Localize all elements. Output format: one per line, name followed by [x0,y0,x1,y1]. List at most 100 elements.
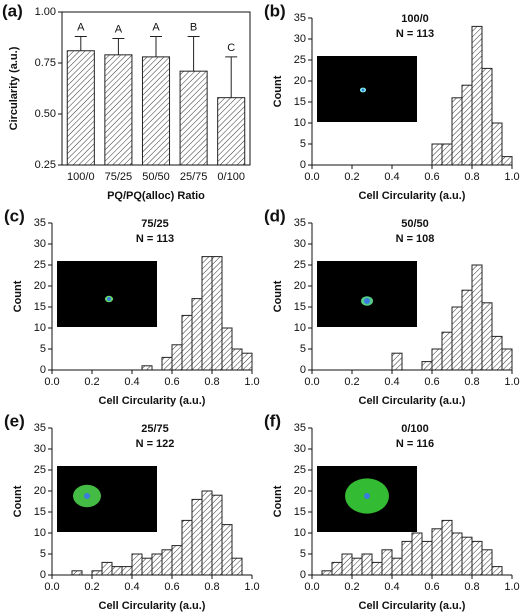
x-tick-label: 0.8 [464,171,479,183]
histogram-bar [191,298,203,371]
axes [311,428,512,576]
inset-image [317,261,417,327]
histogram-bar [451,306,463,371]
panel-label: (a) [2,1,23,20]
x-tick-label: 0.6 [424,376,439,388]
x-axis-label: Cell Circularity (a.u.) [359,190,466,202]
histogram-bar [471,25,483,166]
x-tick-label: 0.6 [164,376,179,388]
y-tick-label: 35 [294,217,306,229]
nucleus [364,493,370,499]
x-tick-label: 0.6 [164,581,179,593]
x-tick-label: 100/0 [67,171,95,183]
histogram-bar [171,545,183,576]
panel-label: (c) [4,206,25,225]
x-tick-label: 0.8 [464,376,479,388]
y-tick-label: 0 [40,569,46,581]
annotation: B [190,21,197,33]
histogram-bar [71,570,83,576]
y-tick-label: 10 [34,322,46,334]
histogram-bar [461,536,473,576]
y-tick-label: 0 [300,159,306,171]
histogram-bar [101,561,113,576]
histogram-bar [181,519,193,576]
x-tick-label: 1.0 [244,581,259,593]
error-bar [74,35,87,51]
x-tick-label: 0.4 [384,581,399,593]
histogram-bar [141,557,153,576]
histogram-bar [191,498,203,576]
y-tick-label: 35 [34,422,46,434]
panel-label: (b) [264,1,286,20]
x-tick-label: 0.2 [84,581,99,593]
x-tick-label: 0.2 [84,376,99,388]
histogram-bar [121,566,133,576]
x-tick-label: 50/50 [142,171,170,183]
histogram-bar [461,289,473,371]
y-tick-label: 25 [294,464,306,476]
bar [179,70,208,166]
annotation: A [77,21,85,33]
x-tick-label: 0.6 [424,581,439,593]
histogram-bar [461,84,473,166]
x-tick-label: 0.0 [304,581,319,593]
histogram-bar [431,348,443,371]
nucleus [84,493,90,499]
y-tick-label: 15 [294,506,306,518]
histogram-bar [471,264,483,371]
y-axis-label: Count [272,485,284,517]
histogram-bar [491,335,503,371]
y-axis-label: Count [12,485,24,517]
y-tick-label: 0.25 [35,159,56,171]
y-tick-label: 0 [300,364,306,376]
panel-subtitle: N = 113 [396,28,434,40]
histogram-bar [421,540,433,576]
y-tick-label: 0.75 [35,57,56,69]
y-tick-label: 30 [34,443,46,455]
histogram-bar [221,524,233,576]
histogram-bar [411,532,423,576]
axes [51,428,252,576]
x-tick-label: 0.2 [344,376,359,388]
panel-subtitle: N = 116 [396,438,434,450]
y-axis-label: Count [272,75,284,107]
y-tick-label: 20 [294,485,306,497]
nucleus [361,88,365,92]
bar [104,54,133,166]
histogram-bar [491,122,503,166]
x-tick-label: 0.8 [464,581,479,593]
histogram-bar [401,540,413,576]
histogram-bar [431,143,443,166]
panel: (f) Count Cell Circularity (a.u.) 0 5 10 15 20 2… [264,411,520,611]
y-tick-label: 10 [294,527,306,539]
histogram-bar [391,557,403,576]
histogram-bar [471,540,483,576]
annotation: A [115,23,123,35]
y-tick-label: 30 [34,238,46,250]
histogram-bar [481,302,493,371]
axes [51,223,252,371]
x-tick-label: 0.4 [384,376,399,388]
panel: (b) Count Cell Circularity (a.u.) 0 5 10 15 20 2… [264,1,520,201]
y-tick-label: 5 [40,343,46,355]
histogram-bar [211,494,223,576]
x-tick-label: 0.4 [124,376,139,388]
y-axis-label: Count [272,280,284,312]
x-axis-label: Cell Circularity (a.u.) [359,395,466,407]
y-tick-label: 0.50 [35,108,56,120]
x-tick-label: 0.6 [424,171,439,183]
histogram-bar [391,352,403,371]
histogram-bar [111,566,123,576]
x-tick-label: 75/25 [105,171,133,183]
histogram-bar [441,519,453,576]
y-tick-label: 20 [34,280,46,292]
nucleus [364,298,370,304]
y-tick-label: 10 [294,117,306,129]
y-tick-label: 30 [294,443,306,455]
y-axis-label: Circularity (a.u.) [8,46,20,130]
x-tick-label: 0.0 [304,376,319,388]
error-bar [187,35,200,72]
x-tick-label: 0.8 [204,376,219,388]
y-tick-label: 20 [294,280,306,292]
